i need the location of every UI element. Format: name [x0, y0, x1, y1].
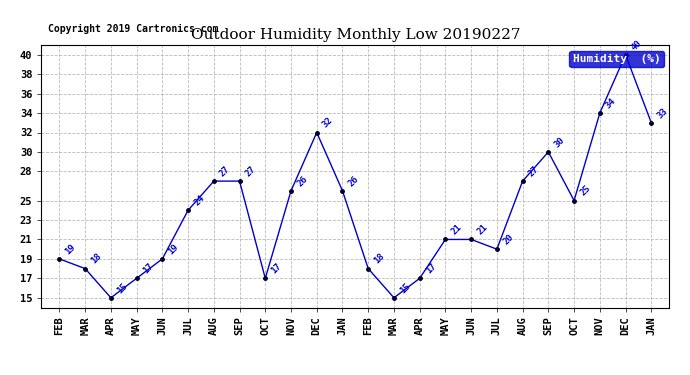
Text: 27: 27: [218, 164, 232, 178]
Text: 27: 27: [526, 164, 541, 178]
Text: 32: 32: [321, 116, 335, 130]
Text: 19: 19: [166, 242, 181, 256]
Text: 17: 17: [424, 262, 438, 276]
Text: 26: 26: [346, 174, 361, 188]
Text: 21: 21: [450, 223, 464, 237]
Text: 27: 27: [244, 164, 257, 178]
Text: 20: 20: [501, 232, 515, 246]
Text: 21: 21: [475, 223, 489, 237]
Text: 15: 15: [115, 281, 129, 295]
Title: Outdoor Humidity Monthly Low 20190227: Outdoor Humidity Monthly Low 20190227: [190, 28, 520, 42]
Text: 18: 18: [373, 252, 386, 266]
Text: 17: 17: [270, 262, 284, 276]
Text: 34: 34: [604, 96, 618, 110]
Text: 18: 18: [89, 252, 104, 266]
Text: 30: 30: [553, 135, 566, 149]
Text: 19: 19: [63, 242, 77, 256]
Text: 15: 15: [398, 281, 412, 295]
Text: 17: 17: [141, 262, 155, 276]
Text: 33: 33: [656, 106, 669, 120]
Legend: Humidity  (%): Humidity (%): [569, 51, 664, 67]
Text: 40: 40: [630, 38, 644, 52]
Text: 26: 26: [295, 174, 309, 188]
Text: 24: 24: [193, 194, 206, 207]
Text: 25: 25: [578, 184, 592, 198]
Text: Copyright 2019 Cartronics.com: Copyright 2019 Cartronics.com: [48, 24, 218, 34]
